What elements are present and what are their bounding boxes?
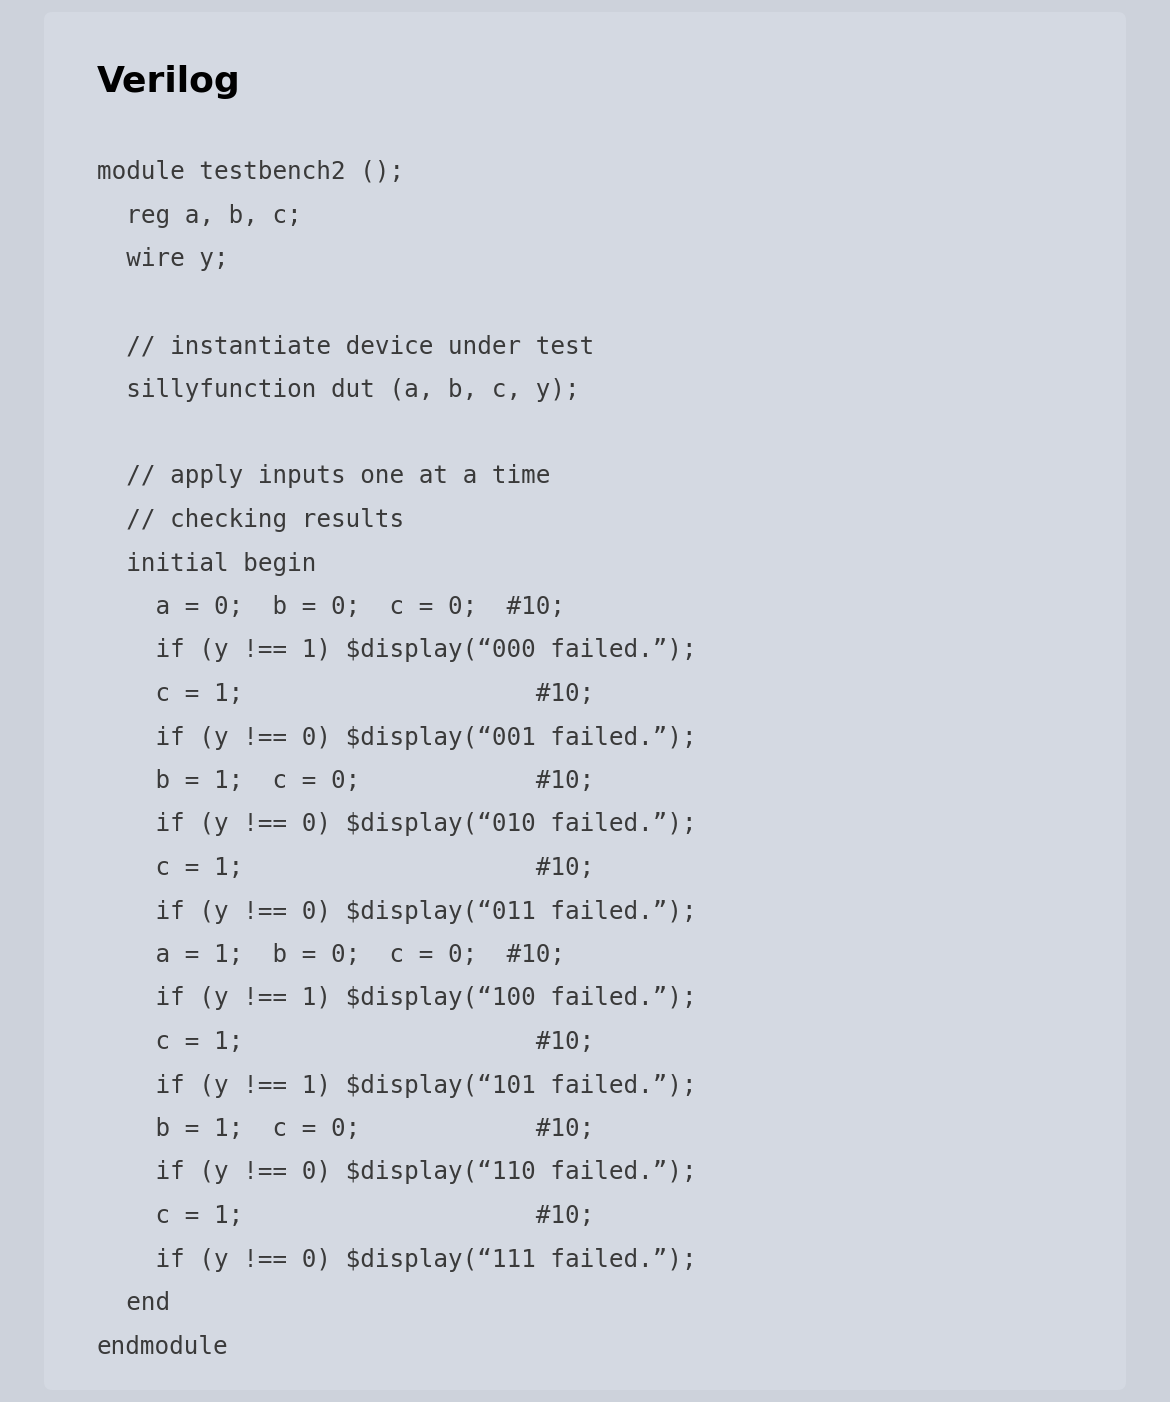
Text: b = 1;  c = 0;            #10;: b = 1; c = 0; #10; [97,1117,594,1141]
FancyBboxPatch shape [44,13,1126,1389]
Text: endmodule: endmodule [97,1335,228,1359]
Text: if (y !== 0) $display(“001 failed.”);: if (y !== 0) $display(“001 failed.”); [97,725,696,750]
Text: c = 1;                    #10;: c = 1; #10; [97,1204,594,1228]
Text: if (y !== 1) $display(“100 failed.”);: if (y !== 1) $display(“100 failed.”); [97,987,696,1011]
Text: b = 1;  c = 0;            #10;: b = 1; c = 0; #10; [97,770,594,794]
Text: // instantiate device under test: // instantiate device under test [97,334,594,358]
Text: wire y;: wire y; [97,247,228,271]
Text: a = 1;  b = 0;  c = 0;  #10;: a = 1; b = 0; c = 0; #10; [97,944,565,967]
Text: c = 1;                    #10;: c = 1; #10; [97,681,594,707]
Text: if (y !== 0) $display(“111 failed.”);: if (y !== 0) $display(“111 failed.”); [97,1248,696,1272]
Text: if (y !== 1) $display(“101 failed.”);: if (y !== 1) $display(“101 failed.”); [97,1074,696,1098]
Text: if (y !== 1) $display(“000 failed.”);: if (y !== 1) $display(“000 failed.”); [97,638,696,663]
Text: if (y !== 0) $display(“010 failed.”);: if (y !== 0) $display(“010 failed.”); [97,813,696,837]
Text: c = 1;                    #10;: c = 1; #10; [97,857,594,880]
Text: if (y !== 0) $display(“011 failed.”);: if (y !== 0) $display(“011 failed.”); [97,900,696,924]
Text: a = 0;  b = 0;  c = 0;  #10;: a = 0; b = 0; c = 0; #10; [97,594,565,620]
Text: Verilog: Verilog [97,64,241,100]
Text: // apply inputs one at a time: // apply inputs one at a time [97,464,550,488]
Text: // checking results: // checking results [97,508,404,531]
Text: module testbench2 ();: module testbench2 (); [97,160,404,184]
Text: sillyfunction dut (a, b, c, y);: sillyfunction dut (a, b, c, y); [97,377,579,401]
Text: reg a, b, c;: reg a, b, c; [97,203,302,227]
Text: if (y !== 0) $display(“110 failed.”);: if (y !== 0) $display(“110 failed.”); [97,1161,696,1185]
Text: initial begin: initial begin [97,551,316,575]
Text: c = 1;                    #10;: c = 1; #10; [97,1030,594,1054]
Text: end: end [97,1291,170,1315]
